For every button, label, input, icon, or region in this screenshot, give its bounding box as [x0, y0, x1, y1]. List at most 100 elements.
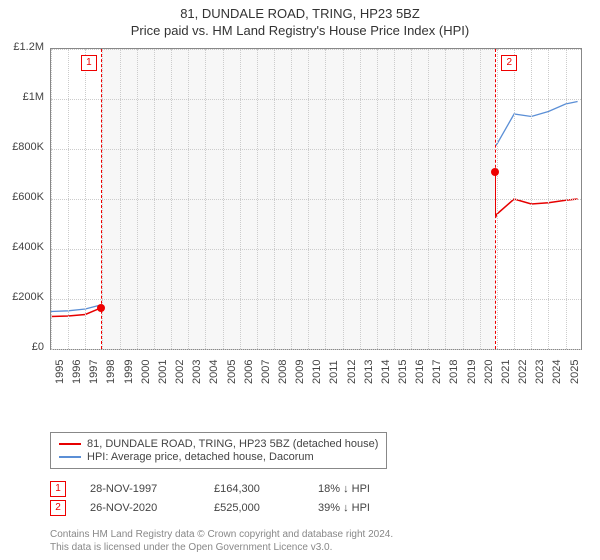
grid-v	[394, 49, 395, 349]
x-tick-label: 2003	[191, 360, 203, 384]
legend-label: 81, DUNDALE ROAD, TRING, HP23 5BZ (detac…	[87, 438, 378, 450]
x-tick-label: 2016	[414, 360, 426, 384]
grid-v	[223, 49, 224, 349]
grid-v	[120, 49, 121, 349]
y-tick-label: £400K	[2, 241, 44, 253]
x-tick-label: 2009	[294, 360, 306, 384]
grid-v	[137, 49, 138, 349]
y-tick-label: £800K	[2, 141, 44, 153]
footer-line2: This data is licensed under the Open Gov…	[50, 541, 393, 554]
sales-row-delta: 18% ↓ HPI	[318, 483, 370, 495]
grid-v	[85, 49, 86, 349]
x-tick-label: 2023	[534, 360, 546, 384]
grid-v	[308, 49, 309, 349]
x-tick-label: 2008	[277, 360, 289, 384]
grid-v	[325, 49, 326, 349]
grid-h	[51, 299, 581, 300]
grid-h	[51, 349, 581, 350]
x-tick-label: 1999	[123, 360, 135, 384]
x-tick-label: 1997	[88, 360, 100, 384]
x-tick-label: 2014	[380, 360, 392, 384]
x-tick-label: 2010	[311, 360, 323, 384]
grid-v	[428, 49, 429, 349]
grid-v	[445, 49, 446, 349]
grid-v	[411, 49, 412, 349]
chart-title-address: 81, DUNDALE ROAD, TRING, HP23 5BZ	[0, 6, 600, 21]
chart-title-subtitle: Price paid vs. HM Land Registry's House …	[0, 23, 600, 38]
sales-row-date: 28-NOV-1997	[90, 483, 190, 495]
grid-h	[51, 99, 581, 100]
sale-marker-box: 2	[501, 55, 517, 71]
y-tick-label: £600K	[2, 191, 44, 203]
legend-row: HPI: Average price, detached house, Daco…	[59, 451, 378, 463]
legend-swatch	[59, 443, 81, 445]
x-tick-label: 2007	[260, 360, 272, 384]
x-tick-label: 2000	[140, 360, 152, 384]
sales-row-marker: 2	[50, 500, 66, 516]
grid-v	[377, 49, 378, 349]
grid-v	[68, 49, 69, 349]
x-tick-label: 2002	[174, 360, 186, 384]
sales-row: 1 28-NOV-1997 £164,300 18% ↓ HPI	[50, 481, 370, 497]
grid-v	[171, 49, 172, 349]
grid-v	[548, 49, 549, 349]
grid-v	[343, 49, 344, 349]
grid-v	[240, 49, 241, 349]
y-tick-label: £1M	[2, 91, 44, 103]
grid-h	[51, 249, 581, 250]
x-tick-label: 2004	[208, 360, 220, 384]
x-tick-label: 1998	[105, 360, 117, 384]
sales-row: 2 26-NOV-2020 £525,000 39% ↓ HPI	[50, 500, 370, 516]
sales-table: 1 28-NOV-1997 £164,300 18% ↓ HPI 2 26-NOV-202…	[50, 478, 370, 519]
sale-marker-box: 1	[81, 55, 97, 71]
sales-row-delta: 39% ↓ HPI	[318, 502, 370, 514]
y-tick-label: £200K	[2, 291, 44, 303]
grid-v	[463, 49, 464, 349]
x-tick-label: 1995	[54, 360, 66, 384]
x-tick-label: 2025	[569, 360, 581, 384]
grid-h	[51, 199, 581, 200]
sales-row-price: £164,300	[214, 483, 294, 495]
x-tick-label: 2015	[397, 360, 409, 384]
sale-marker-line	[495, 49, 496, 349]
grid-v	[291, 49, 292, 349]
grid-v	[188, 49, 189, 349]
grid-h	[51, 49, 581, 50]
y-tick-label: £0	[2, 341, 44, 353]
grid-h	[51, 149, 581, 150]
legend-row: 81, DUNDALE ROAD, TRING, HP23 5BZ (detac…	[59, 438, 378, 450]
sale-marker-dot	[97, 304, 105, 312]
grid-v	[497, 49, 498, 349]
x-tick-label: 2021	[500, 360, 512, 384]
sales-row-date: 26-NOV-2020	[90, 502, 190, 514]
grid-v	[514, 49, 515, 349]
y-tick-label: £1.2M	[2, 41, 44, 53]
grid-v	[531, 49, 532, 349]
x-tick-label: 2017	[431, 360, 443, 384]
x-tick-label: 1996	[71, 360, 83, 384]
x-tick-label: 2022	[517, 360, 529, 384]
x-tick-label: 2024	[551, 360, 563, 384]
x-tick-label: 2005	[226, 360, 238, 384]
footer-attribution: Contains HM Land Registry data © Crown c…	[50, 528, 393, 554]
grid-v	[205, 49, 206, 349]
sales-row-marker: 1	[50, 481, 66, 497]
grid-v	[257, 49, 258, 349]
grid-v	[154, 49, 155, 349]
x-tick-label: 2011	[328, 360, 340, 384]
x-tick-label: 2013	[363, 360, 375, 384]
grid-v	[360, 49, 361, 349]
grid-v	[51, 49, 52, 349]
x-tick-label: 2001	[157, 360, 169, 384]
x-tick-label: 2006	[243, 360, 255, 384]
grid-v	[480, 49, 481, 349]
grid-v	[566, 49, 567, 349]
sales-row-price: £525,000	[214, 502, 294, 514]
x-tick-label: 2020	[483, 360, 495, 384]
legend-swatch	[59, 456, 81, 458]
legend-box: 81, DUNDALE ROAD, TRING, HP23 5BZ (detac…	[50, 432, 387, 469]
x-tick-label: 2018	[448, 360, 460, 384]
chart-plot-area: 12	[50, 48, 582, 350]
legend-label: HPI: Average price, detached house, Daco…	[87, 451, 314, 463]
footer-line1: Contains HM Land Registry data © Crown c…	[50, 528, 393, 541]
